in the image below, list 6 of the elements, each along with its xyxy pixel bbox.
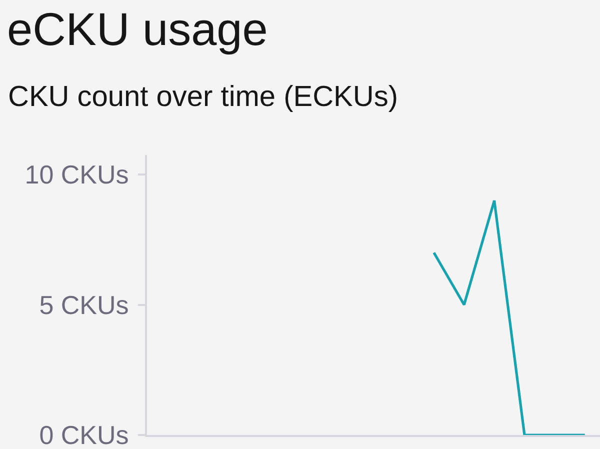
y-tick-label: 5 CKUs (39, 290, 129, 320)
chart-subtitle: CKU count over time (ECKUs) (8, 81, 398, 113)
line-series (432, 199, 586, 435)
chart-title: eCKU usage (7, 3, 268, 55)
y-tick-label: 10 CKUs (24, 160, 129, 190)
y-tick-label: 0 CKUs (39, 420, 129, 449)
